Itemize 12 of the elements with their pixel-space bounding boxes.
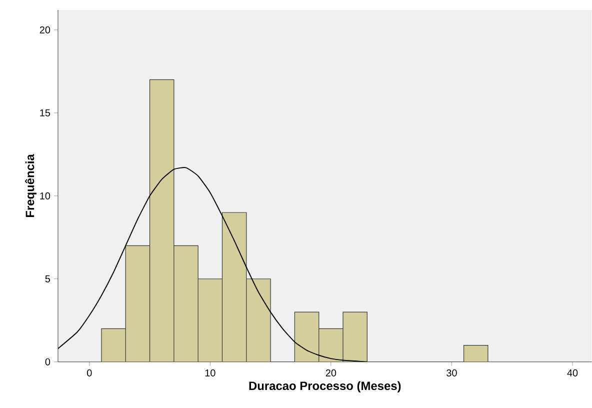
y-axis-title: Frequência: [25, 154, 37, 218]
x-tick-label: 10: [205, 369, 216, 377]
x-tick-label: 20: [326, 369, 336, 377]
x-tick-label: 0: [87, 369, 92, 377]
x-axis-title: Duracao Processo (Meses): [249, 381, 401, 392]
y-tick-label: 15: [40, 109, 50, 116]
y-tick-label: 20: [40, 26, 50, 34]
y-tick-label: 5: [45, 275, 50, 282]
x-tick-label: 30: [446, 369, 457, 377]
x-tick-label: 40: [567, 369, 578, 377]
y-tick-label: 10: [40, 192, 50, 200]
y-tick-label: 0: [45, 358, 50, 366]
